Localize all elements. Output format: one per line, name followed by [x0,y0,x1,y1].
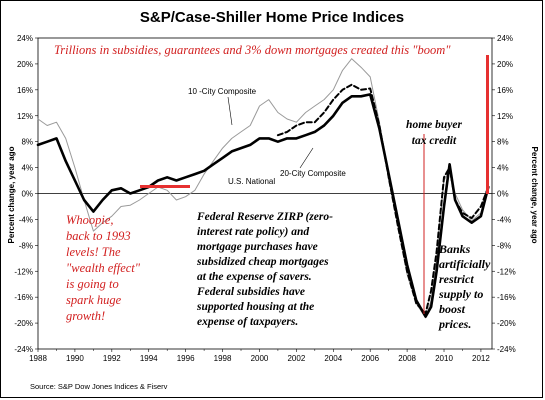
whoopie-line: growth! [66,309,105,323]
whoopie-line: "wealth effect" [66,261,141,275]
banks-line: prices. [438,317,471,331]
fed-box-text: Federal Reserve ZIRP (zero-interest rate… [196,211,333,328]
y-left-tick-label: -24% [14,345,33,354]
series-label-20-city: 20-City Composite [280,169,346,178]
banks-line: supply to [438,287,483,301]
y-right-tick-label: 16% [497,86,513,95]
y-right-tick-label: -4% [497,215,511,224]
y-right-tick-label: 4% [497,164,509,173]
series-label-us-national: U.S. National [228,177,275,186]
series-label-10-city-leader [227,96,233,126]
y-right-tick-label: 0% [497,190,509,199]
y-left-tick-label: 0% [21,190,33,199]
y-left-tick-label: 4% [21,164,33,173]
y-left-tick-label: 20% [17,60,33,69]
y-right-tick-label: -12% [497,267,516,276]
whoopie-annotation: Whoopie, back to 1993 levels! The "wealth e… [66,213,141,323]
x-tick-label: 2002 [287,354,305,363]
y-left-tick-label: -16% [14,293,33,302]
x-tick-label: 2006 [361,354,379,363]
y-left-tick-label: 24% [17,34,33,43]
series-layer [36,58,490,319]
whoopie-line: back to 1993 [66,229,131,243]
y-right-tick-label: -24% [497,345,516,354]
highlight-bar-2012 [486,55,489,194]
tax-credit-annotation: home buyer tax credit [406,119,462,147]
y-right-tick-label: 20% [497,60,513,69]
y-right-tick-label: -16% [497,293,516,302]
top-banner-annotation: Trillions in subsidies, guarantees and 3… [54,43,451,57]
x-tick-label: 1994 [140,354,158,363]
y-axis-right-label: Percent change, year ago [530,147,539,244]
y-right-tick-label: 8% [497,138,509,147]
y-left-tick-label: 12% [17,112,33,121]
fed-box-line: Federal subsidies have [196,286,305,298]
whoopie-line: levels! The [66,245,121,259]
fed-box-line: subsidized cheap mortgages [196,256,329,268]
tax-credit-line: tax credit [412,135,457,147]
source-note: Source: S&P Dow Jones Indices & Fiserv [30,382,168,391]
y-left-tick-label: -4% [19,215,33,224]
series-label-10-city: 10 -City Composite [188,87,257,96]
x-tick-label: 2000 [251,354,269,363]
x-tick-label: 1998 [214,354,232,363]
fed-box-line: at the expense of savers. [197,271,312,283]
banks-line: Banks [438,242,471,256]
x-tick-label: 2008 [398,354,416,363]
banks-line: boost [439,302,466,316]
y-right-tick-label: 12% [497,112,513,121]
banks-line: restrict [439,272,474,286]
y-left-tick-label: -20% [14,319,33,328]
fed-box [192,206,382,324]
whoopie-line: is going to [66,277,119,291]
y-axis-right-ticks: 24% 20% 16% 12% 8% 4% 0% -4% -8% -12% -16% -20% -24% [492,34,516,354]
x-tick-label: 1992 [103,354,121,363]
tax-credit-line: home buyer [406,119,462,131]
banks-line: artificially [439,257,491,271]
x-tick-label: 2004 [324,354,342,363]
fed-box-line: mortgage purchases have [197,241,318,253]
chart-title: S&P/Case-Shiller Home Price Indices [140,9,404,26]
y-right-tick-label: 24% [497,34,513,43]
y-left-tick-label: 8% [21,138,33,147]
x-tick-label: 1990 [66,354,84,363]
y-axis-left-ticks: 24% 20% 16% 12% 8% 4% 0% -4% -8% -12% -16% -20% -24% [14,34,38,354]
fed-box-line: interest rate policy) and [197,226,309,238]
fed-box-line: Federal Reserve ZIRP (zero- [196,211,333,223]
y-left-tick-label: -8% [19,241,33,250]
y-axis-left-label: Percent change, year ago [7,146,16,243]
x-axis-ticks: 1988 1990 1992 1994 1996 1998 2000 2002 2004 2006… [29,349,490,363]
y-left-tick-label: 16% [17,86,33,95]
whoopie-line: Whoopie, [66,213,114,227]
fed-box-line: expense of taxpayers. [197,316,298,328]
fed-box-line: supported housing at the [196,301,314,313]
x-tick-label: 1988 [29,354,47,363]
series-label-20-city-leader [299,147,314,169]
whoopie-line: spark huge [66,293,122,307]
y-right-tick-label: -20% [497,319,516,328]
y-left-tick-label: -12% [14,267,33,276]
y-right-tick-label: -8% [497,241,511,250]
x-tick-label: 2012 [472,354,490,363]
series-20-city-line [276,83,490,315]
series-us-national-line [36,93,490,318]
x-tick-label: 2010 [435,354,453,363]
x-tick-label: 1996 [177,354,195,363]
highlight-bar-1993 [140,185,190,188]
